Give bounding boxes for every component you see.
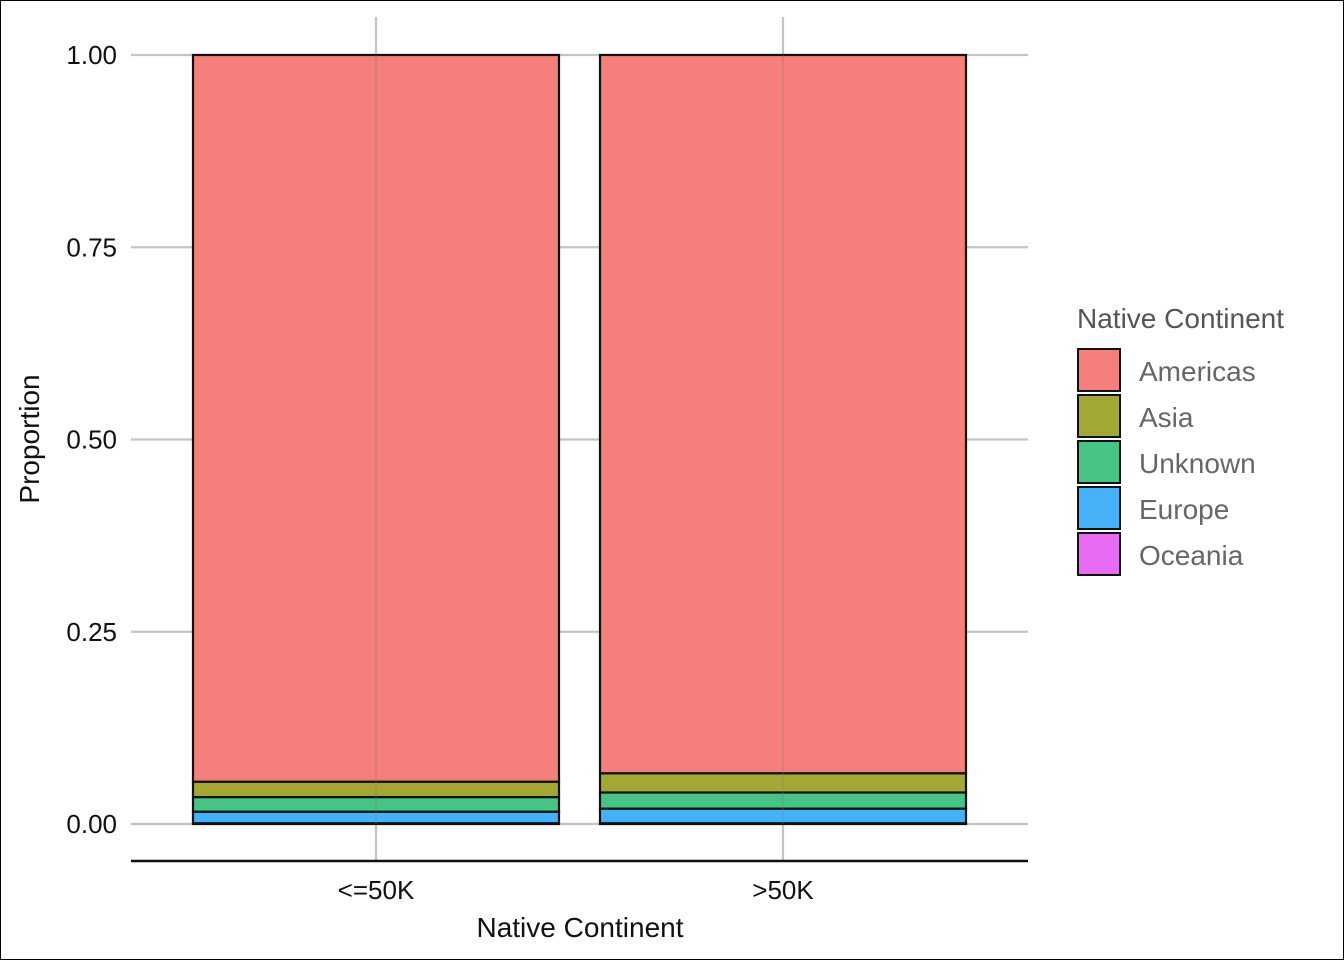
- y-axis-title: Proportion: [14, 374, 45, 503]
- legend-label-unknown: Unknown: [1139, 448, 1256, 479]
- legend-label-oceania: Oceania: [1139, 540, 1244, 571]
- y-tick-label: 0.00: [66, 809, 117, 839]
- x-axis-title: Native Continent: [476, 912, 683, 943]
- x-tick-labels: <=50K >50K: [338, 875, 815, 905]
- bar-segment-americas-le50k: [191, 53, 561, 783]
- y-tick-label: 1.00: [66, 40, 117, 70]
- legend-label-europe: Europe: [1139, 494, 1229, 525]
- legend-label-asia: Asia: [1139, 402, 1194, 433]
- x-tick-label: <=50K: [338, 875, 415, 905]
- legend-swatch-asia: [1077, 394, 1121, 438]
- legend-swatch-europe: [1077, 486, 1121, 530]
- x-tick-label: >50K: [752, 875, 814, 905]
- legend-swatch-unknown: [1077, 440, 1121, 484]
- y-tick-label: 0.50: [66, 425, 117, 455]
- y-tick-labels: 0.00 0.25 0.50 0.75 1.00: [66, 40, 117, 839]
- legend-swatch-oceania: [1077, 532, 1121, 576]
- legend-items: Americas Asia Unknown Europe Oceania: [1077, 348, 1256, 576]
- bar-segment-americas-gt50k: [598, 53, 968, 775]
- bars: [191, 53, 968, 826]
- legend-label-americas: Americas: [1139, 356, 1256, 387]
- legend-title: Native Continent: [1077, 303, 1284, 334]
- legend: Native Continent Americas Asia Unknown Euro…: [1077, 303, 1284, 576]
- vertical-grid-overlay: [374, 55, 785, 824]
- y-tick-label: 0.75: [66, 232, 117, 262]
- legend-swatch-americas: [1077, 348, 1121, 392]
- y-tick-label: 0.25: [66, 617, 117, 647]
